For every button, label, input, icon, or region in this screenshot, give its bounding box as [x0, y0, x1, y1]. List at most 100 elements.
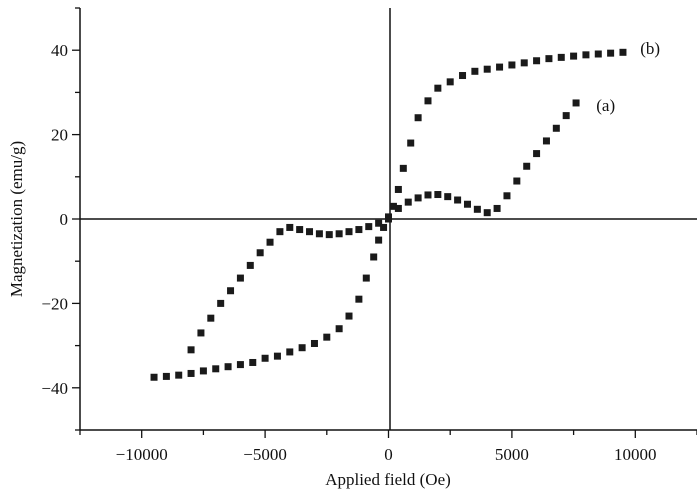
data-point — [286, 348, 294, 356]
data-point — [394, 204, 402, 212]
data-point — [150, 373, 158, 381]
data-point — [557, 53, 565, 61]
data-point — [414, 114, 422, 122]
x-tick-label: 5000 — [495, 445, 529, 464]
data-point — [385, 215, 392, 223]
data-point — [496, 63, 504, 71]
series-label: (b) — [640, 39, 660, 58]
data-point — [407, 139, 415, 147]
y-tick-label: −20 — [41, 294, 68, 313]
data-point — [335, 325, 343, 333]
data-point — [236, 274, 244, 282]
data-point — [404, 198, 412, 206]
data-point — [286, 223, 294, 231]
data-point — [335, 230, 343, 238]
data-point — [503, 192, 511, 200]
data-point — [355, 295, 363, 303]
data-point — [444, 193, 452, 201]
data-point — [562, 112, 570, 120]
data-point — [227, 287, 235, 295]
data-point — [424, 97, 432, 105]
data-point — [236, 361, 244, 369]
data-point — [224, 363, 232, 371]
data-point — [273, 352, 281, 360]
data-point — [473, 205, 481, 213]
data-point — [545, 55, 553, 63]
data-point — [256, 249, 264, 257]
x-tick-label: −5000 — [243, 445, 287, 464]
data-point — [370, 253, 378, 261]
x-tick-label: −10000 — [116, 445, 168, 464]
data-point — [434, 84, 442, 92]
data-point — [471, 67, 479, 75]
data-point — [306, 228, 314, 236]
data-point — [266, 238, 274, 246]
data-point — [217, 299, 225, 307]
data-point — [533, 150, 541, 158]
x-tick-label: 10000 — [614, 445, 657, 464]
data-point — [508, 61, 516, 69]
data-point — [513, 177, 521, 185]
data-point — [375, 236, 383, 244]
data-point — [345, 312, 353, 320]
data-point — [459, 72, 467, 80]
data-point — [323, 333, 331, 341]
data-point — [483, 209, 491, 217]
data-point — [298, 344, 306, 352]
data-point — [212, 365, 220, 373]
data-point — [276, 228, 284, 236]
data-point — [197, 329, 205, 337]
data-point — [552, 124, 560, 132]
data-point — [249, 358, 257, 366]
data-point — [463, 200, 471, 208]
series-label: (a) — [596, 96, 615, 115]
data-point — [399, 164, 407, 172]
data-point — [446, 78, 454, 86]
data-point — [570, 52, 578, 60]
data-point — [296, 226, 304, 234]
x-tick-label: 0 — [384, 445, 393, 464]
data-point — [493, 204, 501, 212]
data-point — [310, 339, 318, 347]
data-point — [572, 99, 580, 107]
data-point — [261, 354, 269, 362]
data-point — [533, 57, 541, 65]
data-point — [345, 228, 353, 236]
data-point — [454, 196, 462, 204]
data-point — [389, 202, 397, 210]
data-point — [375, 219, 383, 227]
data-point — [414, 194, 422, 202]
data-point — [362, 274, 370, 282]
data-point — [520, 59, 528, 67]
data-point — [542, 137, 550, 145]
data-point — [325, 231, 333, 239]
data-point — [207, 314, 215, 322]
data-point — [619, 48, 627, 56]
data-point — [365, 223, 373, 231]
data-point — [594, 50, 602, 58]
data-point — [483, 65, 491, 73]
data-point — [607, 49, 615, 57]
data-point — [523, 162, 531, 170]
data-point — [424, 191, 432, 199]
data-point — [199, 367, 207, 375]
data-point — [380, 223, 388, 231]
data-markers — [150, 48, 627, 381]
data-point — [434, 191, 442, 199]
data-point — [355, 226, 363, 234]
axis-ticks — [72, 7, 697, 438]
y-tick-label: −40 — [41, 379, 68, 398]
data-point — [162, 372, 170, 380]
tick-labels: −10000 −5000 0 5000 10000 −40 −20 0 20 40 — [41, 41, 656, 464]
data-point — [582, 51, 590, 59]
data-point — [175, 371, 183, 379]
data-point — [187, 369, 195, 377]
series-labels: (b) (a) — [596, 39, 660, 115]
data-point — [246, 261, 254, 269]
y-tick-label: 0 — [60, 210, 69, 229]
y-axis-title: Magnetization (emu/g) — [7, 141, 26, 297]
y-tick-label: 40 — [51, 41, 68, 60]
x-axis-title: Applied field (Oe) — [325, 470, 451, 489]
data-point — [394, 185, 402, 193]
